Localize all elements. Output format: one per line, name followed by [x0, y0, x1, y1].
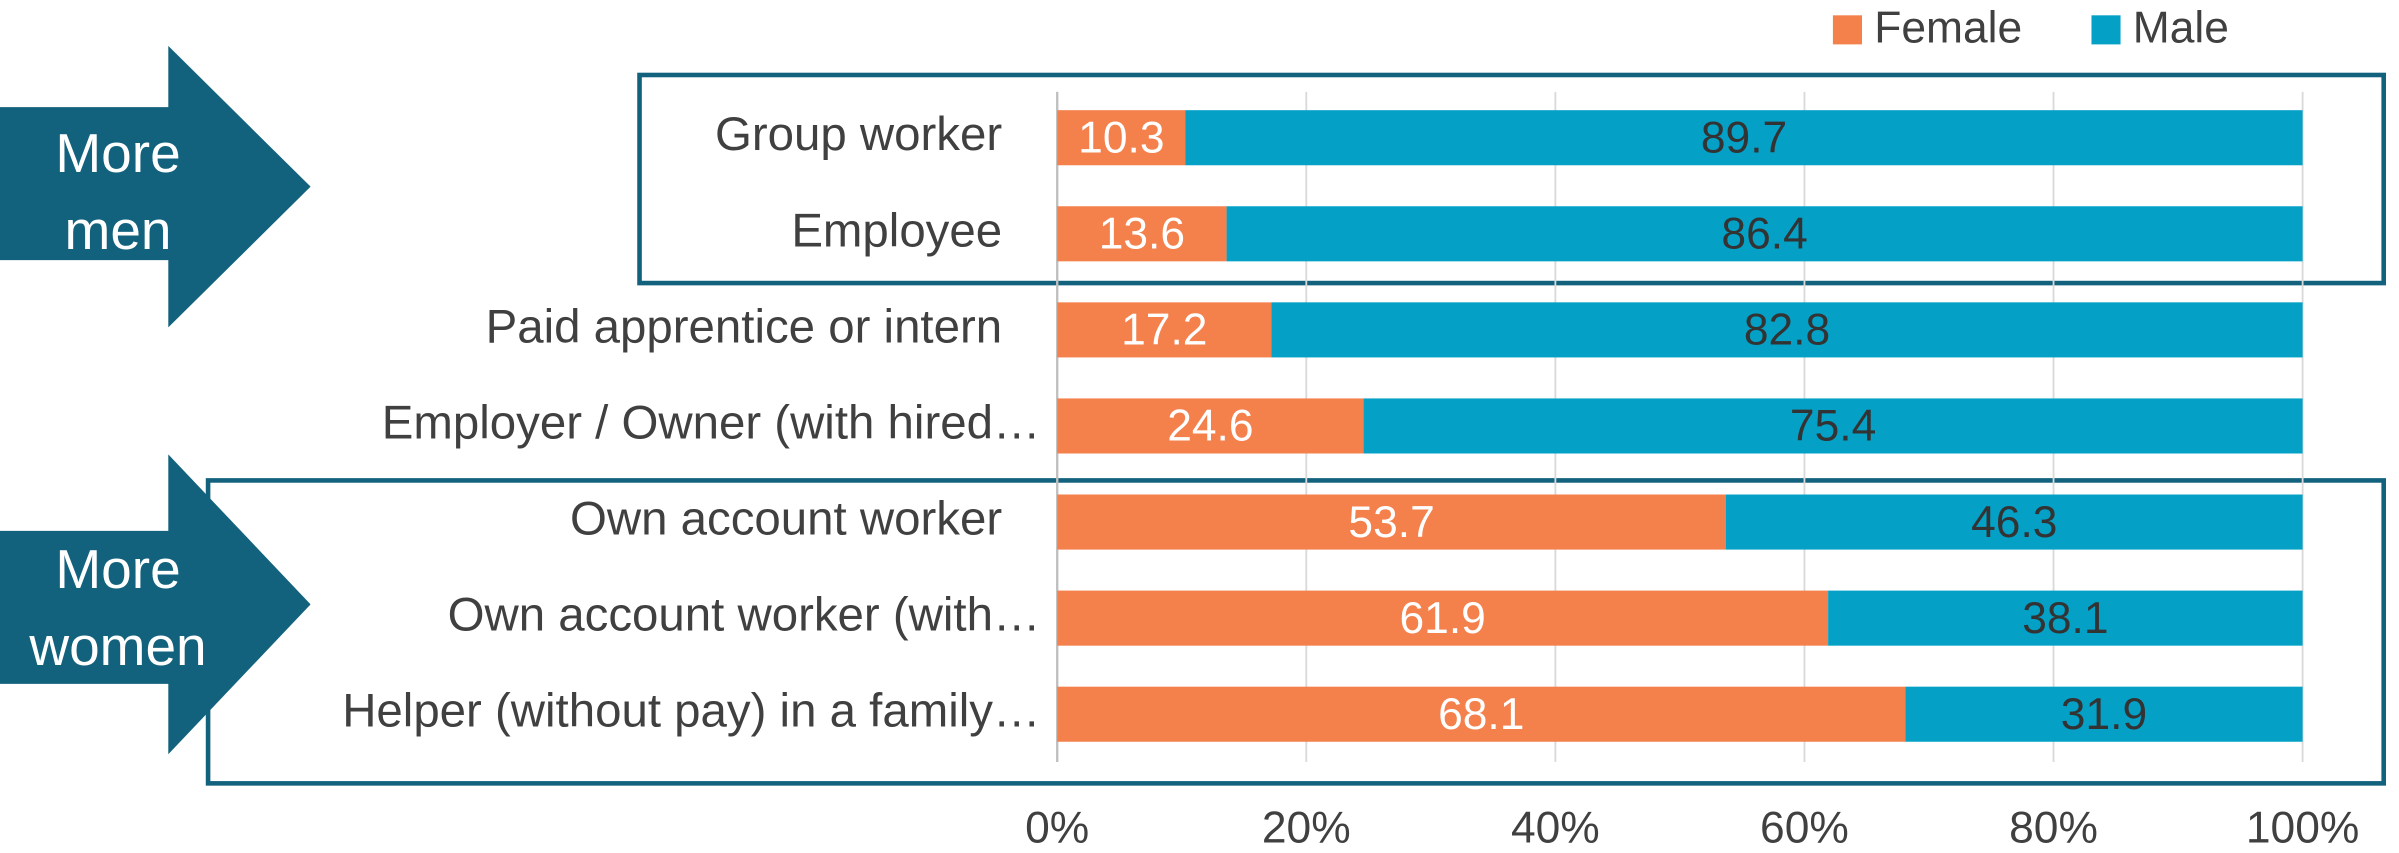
value-label: 31.9 — [2061, 690, 2147, 739]
category-label: Group worker — [715, 108, 1002, 161]
x-tick-label: 100% — [2246, 804, 2359, 853]
arrow-women — [0, 454, 311, 755]
bar-segment — [1828, 590, 2303, 646]
annotation: More women — [29, 538, 207, 677]
category-label: Employer / Owner (with hired… — [382, 396, 1041, 449]
category-label: Paid apprentice or intern — [486, 300, 1003, 353]
x-tick-label: 0% — [1025, 804, 1089, 853]
value-label: 46.3 — [1971, 498, 2057, 547]
bar-segment — [1185, 110, 2303, 166]
x-tick-label: 20% — [1262, 804, 1351, 853]
value-label: 68.1 — [1438, 690, 1524, 739]
bar-segment — [1057, 494, 1726, 550]
bar-segment — [1057, 398, 1364, 454]
bar-segment — [1057, 686, 1906, 742]
value-label: 75.4 — [1790, 402, 1876, 451]
legend-label: Female — [1874, 3, 2022, 52]
category-label: Helper (without pay) in a family… — [342, 685, 1040, 738]
women-box — [205, 478, 2386, 786]
legend-swatch — [2091, 15, 2121, 45]
category-label: Employee — [791, 204, 1002, 257]
value-label: 10.3 — [1078, 113, 1164, 162]
legend-label: Male — [2133, 3, 2229, 52]
bar-segment — [1057, 590, 1829, 646]
category-label: Own account worker (with… — [448, 589, 1041, 642]
bar-segment — [1905, 686, 2303, 742]
arrow-men — [0, 45, 311, 328]
bar-segment — [1226, 206, 2303, 262]
value-label: 86.4 — [1721, 210, 1807, 259]
value-label: 24.6 — [1167, 402, 1253, 451]
legend-swatch — [1832, 15, 1862, 45]
value-label: 89.7 — [1701, 113, 1787, 162]
men-box — [637, 72, 2386, 286]
value-label: 17.2 — [1121, 306, 1207, 355]
category-label: Own account worker — [570, 493, 1002, 546]
value-label: 53.7 — [1348, 498, 1434, 547]
bar-segment — [1363, 398, 2303, 454]
bar-segment — [1057, 206, 1227, 262]
bar-segment — [1057, 302, 1272, 358]
value-label: 61.9 — [1399, 594, 1485, 643]
x-tick-label: 40% — [1511, 804, 1600, 853]
bar-segment — [1057, 110, 1186, 166]
value-label: 38.1 — [2022, 594, 2108, 643]
value-label: 13.6 — [1099, 210, 1185, 259]
x-tick-label: 60% — [1760, 804, 1849, 853]
bar-segment — [1725, 494, 2303, 550]
x-tick-label: 80% — [2009, 804, 2098, 853]
value-label: 82.8 — [1744, 306, 1830, 355]
bar-segment — [1271, 302, 2303, 358]
annotation: More men — [55, 122, 181, 261]
